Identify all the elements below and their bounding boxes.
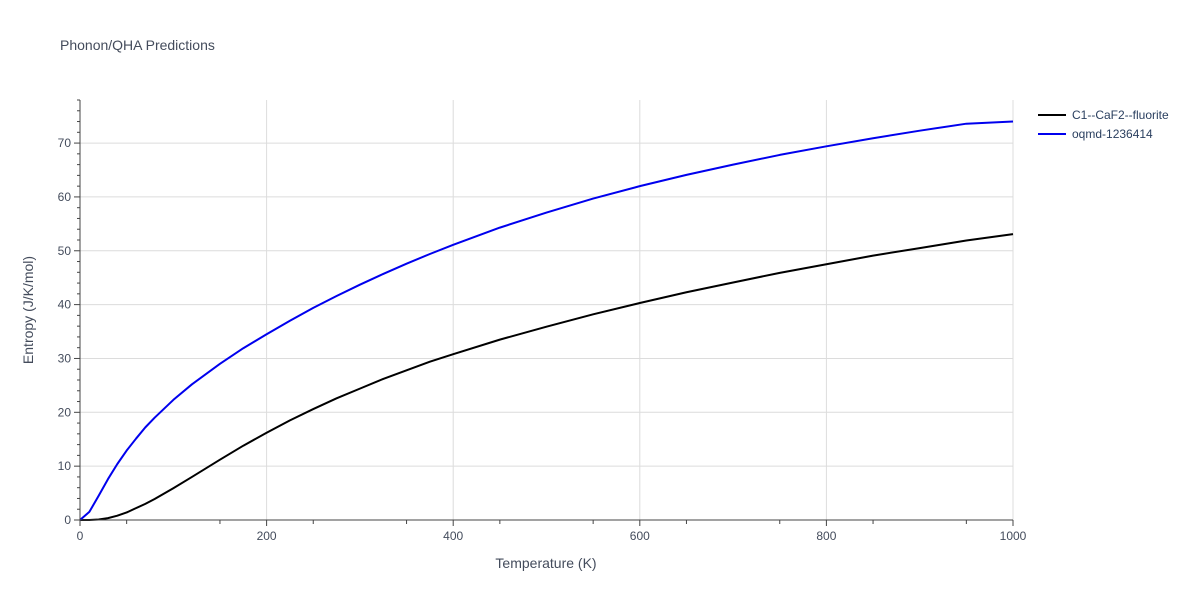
chart-title: Phonon/QHA Predictions [60,37,215,53]
x-tick-label: 0 [77,529,84,543]
legend[interactable]: C1--CaF2--fluorite oqmd-1236414 [1038,108,1169,141]
legend-label: oqmd-1236414 [1072,127,1153,141]
y-tick-label: 20 [58,405,72,419]
y-tick-label: 30 [58,351,72,365]
legend-label: C1--CaF2--fluorite [1072,108,1169,122]
legend-item-1[interactable]: C1--CaF2--fluorite [1038,108,1169,122]
grid [80,100,1014,520]
x-axis-title: Temperature (K) [495,555,596,571]
y-tick-label: 40 [58,298,72,312]
x-tick-label: 600 [630,529,650,543]
x-tick-label: 200 [257,529,277,543]
y-tick-label: 50 [58,244,72,258]
y-tick-label: 60 [58,190,72,204]
y-tick-label: 70 [58,136,72,150]
x-tick-label: 1000 [1000,529,1027,543]
y-tick-label: 0 [64,513,71,527]
plot-area [79,120,1014,521]
y-axis-title: Entropy (J/K/mol) [20,256,36,364]
series-line-1 [79,233,1014,521]
x-tick-label: 800 [816,529,836,543]
y-tick-label: 10 [58,459,72,473]
x-tick-label: 400 [443,529,463,543]
axes: 0 200 400 600 800 1000 0 10 20 30 40 50 60 70 [58,99,1027,543]
series-line-2 [79,120,1014,521]
legend-item-2[interactable]: oqmd-1236414 [1038,127,1153,141]
